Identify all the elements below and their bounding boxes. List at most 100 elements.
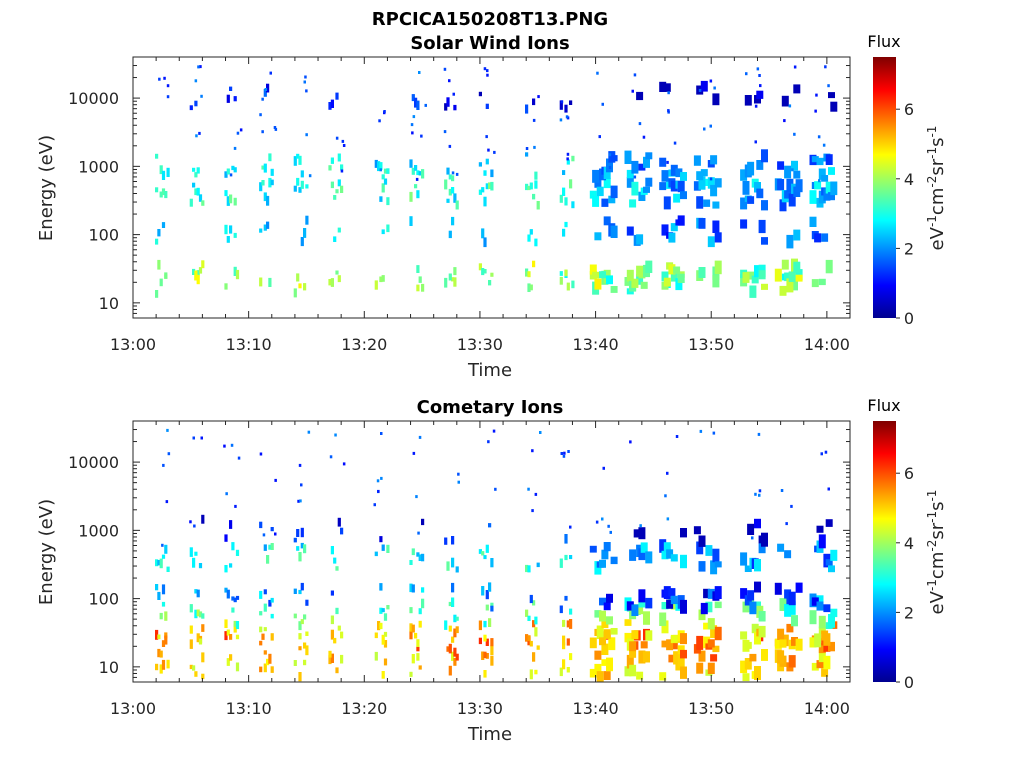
flux-cell — [409, 623, 413, 632]
flux-cell — [453, 267, 457, 276]
flux-cell — [811, 156, 819, 163]
flux-cell — [488, 523, 492, 528]
flux-cell — [457, 480, 460, 484]
flux-cell — [296, 529, 300, 537]
flux-cell — [601, 617, 609, 629]
flux-cell — [259, 277, 263, 287]
x-tick-label: 13:30 — [457, 335, 503, 354]
flux-cell — [559, 100, 563, 110]
flux-cell — [601, 659, 609, 666]
flux-cell — [693, 526, 701, 535]
flux-cell — [409, 607, 413, 614]
flux-cell — [592, 169, 600, 183]
flux-cell — [607, 524, 610, 528]
flux-cell — [761, 532, 768, 547]
flux-cell — [235, 634, 240, 640]
flux-cell — [268, 277, 272, 287]
flux-cell — [229, 654, 233, 661]
flux-cell — [453, 614, 457, 623]
flux-cell — [229, 86, 233, 91]
flux-cell — [666, 471, 669, 475]
flux-cell — [571, 201, 575, 209]
flux-cell — [559, 194, 563, 203]
flux-cell — [809, 610, 817, 625]
flux-cell — [569, 555, 573, 560]
flux-cell — [745, 72, 748, 76]
flux-cell — [485, 135, 488, 139]
flux-cell — [640, 641, 648, 649]
flux-cell — [377, 161, 381, 172]
flux-cell — [383, 178, 388, 185]
flux-cell — [759, 84, 762, 88]
flux-cell — [162, 463, 165, 467]
flux-cell — [448, 230, 452, 239]
flux-cell — [485, 638, 489, 646]
flux-cell — [629, 641, 637, 652]
flux-cell — [196, 589, 200, 598]
flux-cell — [677, 215, 685, 226]
flux-cell — [820, 452, 823, 456]
flux-cell — [159, 165, 163, 175]
flux-cell — [259, 452, 263, 456]
flux-cell — [453, 277, 457, 287]
flux-cell — [335, 189, 339, 194]
flux-cell — [809, 216, 817, 227]
flux-cell — [827, 84, 830, 88]
flux-cell — [666, 639, 674, 651]
flux-cell — [411, 131, 414, 135]
flux-cell — [416, 639, 420, 647]
flux-cell — [814, 233, 822, 243]
y-tick-label: 100 — [88, 590, 119, 609]
flux-cell — [781, 95, 789, 107]
flux-cell — [373, 503, 376, 507]
flux-cell — [199, 65, 202, 69]
flux-cell — [610, 225, 618, 238]
flux-cell — [478, 91, 482, 97]
flux-cell — [379, 536, 383, 543]
flux-cell — [824, 65, 827, 69]
flux-cell — [194, 188, 198, 196]
flux-cell — [527, 635, 531, 642]
flux-cell — [777, 543, 785, 552]
flux-cell — [747, 271, 755, 280]
flux-cell — [233, 620, 237, 627]
flux-cell — [710, 654, 718, 662]
flux-cell — [298, 621, 302, 631]
flux-cell — [744, 641, 752, 649]
flux-cell — [233, 623, 237, 633]
flux-cell — [636, 671, 644, 680]
flux-cell — [485, 158, 489, 165]
colorbar-tick-label: 4 — [904, 170, 914, 189]
flux-cell — [164, 191, 168, 199]
flux-cell — [263, 88, 267, 97]
flux-cell — [668, 232, 676, 243]
flux-cell — [814, 633, 822, 648]
flux-cell — [259, 182, 263, 192]
flux-cell — [529, 182, 533, 190]
flux-cell — [263, 663, 267, 673]
flux-cell — [490, 638, 494, 647]
flux-cell — [666, 549, 674, 559]
flux-cell — [483, 67, 487, 71]
flux-cell — [758, 543, 766, 554]
flux-cell — [337, 625, 341, 631]
flux-cell — [624, 666, 632, 677]
flux-cell — [661, 640, 669, 648]
flux-cell — [157, 259, 161, 270]
flux-cell — [196, 270, 200, 276]
flux-cell — [492, 429, 496, 433]
flux-cell — [740, 631, 748, 640]
flux-cell — [335, 607, 339, 615]
flux-cell — [415, 495, 418, 499]
flux-cell — [742, 673, 750, 682]
flux-cell — [527, 185, 531, 191]
flux-cell — [740, 197, 748, 210]
flux-cell — [448, 273, 452, 281]
flux-cell — [670, 268, 678, 282]
flux-cell — [166, 84, 170, 88]
flux-cell — [189, 547, 193, 557]
flux-cell — [631, 89, 634, 93]
flux-cell — [448, 643, 452, 654]
flux-cell — [661, 170, 669, 182]
flux-cell — [532, 600, 536, 606]
